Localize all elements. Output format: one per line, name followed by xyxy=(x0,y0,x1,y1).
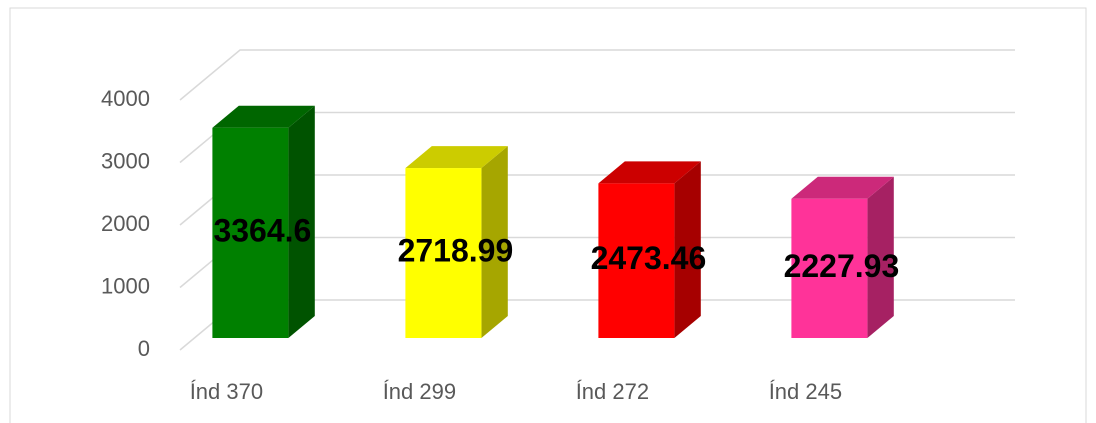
bar-top xyxy=(598,161,701,184)
bar-top xyxy=(212,105,315,128)
bar-side xyxy=(288,105,315,339)
bar xyxy=(405,168,482,338)
bar-side xyxy=(867,176,894,338)
y-tick-label: 0 xyxy=(138,336,150,361)
y-tick-label: 2000 xyxy=(101,211,150,236)
x-tick-label: Índ 245 xyxy=(769,379,842,404)
data-label: 2473.46 xyxy=(591,240,707,276)
grid-line xyxy=(179,49,1015,101)
bar xyxy=(212,127,289,339)
chart-frame xyxy=(9,7,1087,423)
bar-side xyxy=(674,161,701,338)
bar-side xyxy=(481,146,508,338)
bar xyxy=(598,183,675,338)
x-tick-label: Índ 299 xyxy=(383,379,456,404)
y-tick-label: 1000 xyxy=(101,273,150,298)
data-label: 2227.93 xyxy=(784,248,900,284)
bar xyxy=(791,198,868,338)
bar-top xyxy=(791,176,894,199)
bar-top xyxy=(405,146,508,169)
y-tick-label: 3000 xyxy=(101,148,150,173)
x-tick-label: Índ 370 xyxy=(190,379,263,404)
x-tick-label: Índ 272 xyxy=(576,379,649,404)
data-label: 2718.99 xyxy=(398,232,514,268)
y-tick-label: 4000 xyxy=(101,86,150,111)
data-label: 3364.6 xyxy=(213,212,311,248)
